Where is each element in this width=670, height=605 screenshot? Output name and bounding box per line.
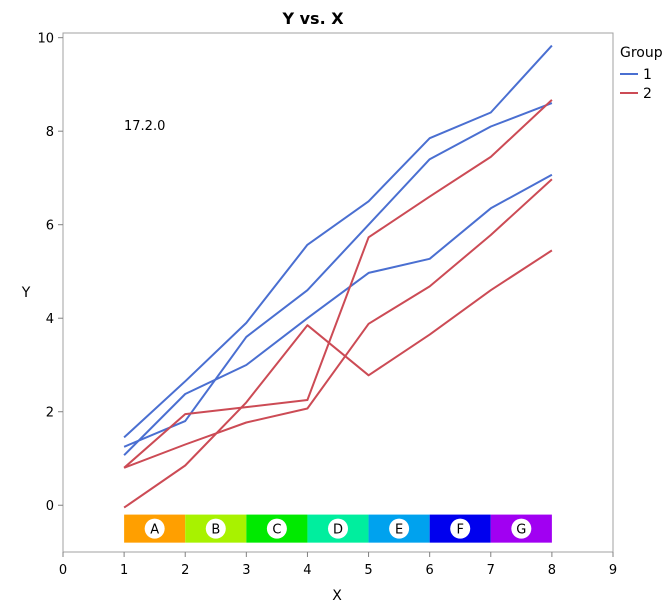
series-line-group-1-3 bbox=[123, 173, 553, 456]
band-marker-a bbox=[144, 518, 165, 539]
legend[interactable]: Group 12 bbox=[620, 45, 663, 102]
y-tick-label: 4 bbox=[46, 312, 54, 327]
band-marker-b bbox=[205, 518, 226, 539]
x-tick-label: 3 bbox=[242, 563, 250, 578]
x-axis-label: X bbox=[332, 588, 342, 604]
x-tick-label: 9 bbox=[609, 563, 617, 578]
legend-title: Group bbox=[620, 45, 663, 61]
x-tick-label: 4 bbox=[303, 563, 311, 578]
y-axis: 0 2 4 6 8 10 bbox=[37, 32, 63, 514]
category-bands: A B C D E F G bbox=[124, 514, 552, 543]
x-tick-label: 2 bbox=[181, 563, 189, 578]
legend-label-1: 1 bbox=[643, 67, 652, 83]
series-line-group-2-6 bbox=[123, 249, 553, 509]
series-line-group-1-2 bbox=[123, 102, 553, 448]
y-tick-label: 10 bbox=[37, 32, 54, 47]
series-line-group-2-4 bbox=[123, 99, 553, 469]
band-marker-g bbox=[511, 518, 532, 539]
band-label-c: C bbox=[272, 523, 281, 538]
y-axis-label: Y bbox=[21, 285, 31, 301]
band-label-e: E bbox=[395, 523, 403, 538]
series-line-group-2-5 bbox=[123, 178, 553, 469]
legend-label-2: 2 bbox=[643, 86, 652, 102]
chart-title: Y vs. X bbox=[281, 9, 344, 28]
version-annotation: 17.2.0 bbox=[124, 119, 165, 134]
band-marker-c bbox=[266, 518, 287, 539]
band-label-b: B bbox=[211, 523, 220, 538]
x-tick-label: 5 bbox=[364, 563, 372, 578]
series-lines bbox=[123, 44, 553, 509]
band-label-a: A bbox=[150, 523, 159, 538]
band-marker-f bbox=[450, 518, 471, 539]
band-label-d: D bbox=[333, 523, 343, 538]
legend-entries: 12 bbox=[620, 67, 652, 102]
x-tick-label: 0 bbox=[59, 563, 67, 578]
y-tick-label: 6 bbox=[46, 219, 54, 234]
series-line-group-1-1 bbox=[123, 44, 553, 439]
x-axis: 0 1 2 3 4 5 6 7 8 9 bbox=[59, 552, 617, 578]
x-tick-label: 8 bbox=[548, 563, 556, 578]
x-tick-label: 1 bbox=[120, 563, 128, 578]
band-label-g: G bbox=[516, 523, 526, 538]
band-label-f: F bbox=[456, 523, 463, 538]
x-tick-label: 6 bbox=[426, 563, 434, 578]
y-tick-label: 0 bbox=[46, 499, 54, 514]
y-tick-label: 8 bbox=[46, 125, 54, 140]
x-tick-label: 7 bbox=[487, 563, 495, 578]
band-marker-e bbox=[389, 518, 410, 539]
plot-frame bbox=[62, 32, 614, 553]
y-tick-label: 2 bbox=[46, 406, 54, 421]
band-marker-d bbox=[328, 518, 348, 539]
